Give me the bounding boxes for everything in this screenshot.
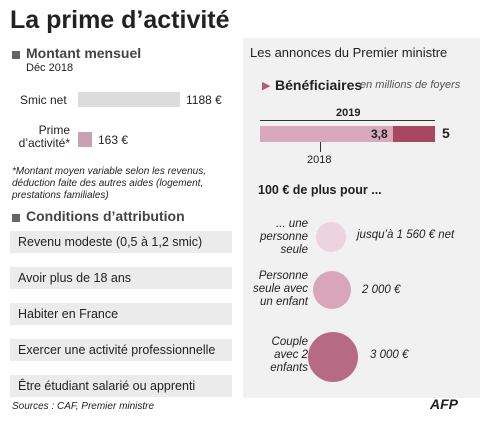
row-label: Personne seule avec un enfant [253,270,308,308]
circle [308,332,358,382]
row-label: ... une personne seule [260,218,308,256]
year: 2019 [336,107,361,119]
pointer [320,142,321,152]
bar-label: Smic net [20,93,67,107]
bar [78,92,180,107]
condition: Habiter en France [10,303,232,325]
bar [393,126,435,142]
arrow: ▶ [262,80,271,92]
year: 2018 [307,154,332,166]
section-heading: Montant mensuel [26,45,142,61]
bracket [260,120,435,121]
right-panel [243,38,480,398]
condition: Avoir plus de 18 ans [10,267,232,289]
amount: 2 000 € [362,284,401,296]
date: Déc 2018 [26,62,74,74]
bullet [12,214,20,222]
row-label: Couple avec 2 enfants [270,336,308,374]
value-label: 1188 € [186,93,222,107]
condition: Exercer une activité professionnelle [10,339,232,361]
plus-heading: 100 € de plus pour ... [258,183,382,197]
value-label: 3,8 [371,127,388,141]
value-label: 5 [442,125,450,141]
title: La prime d’activité [10,6,230,34]
amount: 3 000 € [370,349,409,361]
bar [260,126,393,142]
circle [313,271,351,309]
credit: AFP [430,396,458,412]
amount: jusqu’à 1 560 € net [357,229,455,241]
beneficiaires-label: Bénéficiaires [275,77,363,93]
section-heading: Conditions d’attribution [26,208,185,224]
value-label: 163 € [97,133,129,147]
unit: en millions de foyers [360,79,461,91]
note: *Montant moyen variable selon les revenu… [12,166,206,201]
right-heading: Les annonces du Premier ministre [250,45,448,60]
source: Sources : CAF, Premier ministre [12,401,155,412]
condition: Être étudiant salarié ou apprenti [10,375,232,397]
circle [316,222,346,252]
bar-label: Prime d’activité* [18,123,70,150]
condition: Revenu modeste (0,5 à 1,2 smic) [10,231,232,253]
bullet [12,51,20,59]
bar [78,132,92,147]
